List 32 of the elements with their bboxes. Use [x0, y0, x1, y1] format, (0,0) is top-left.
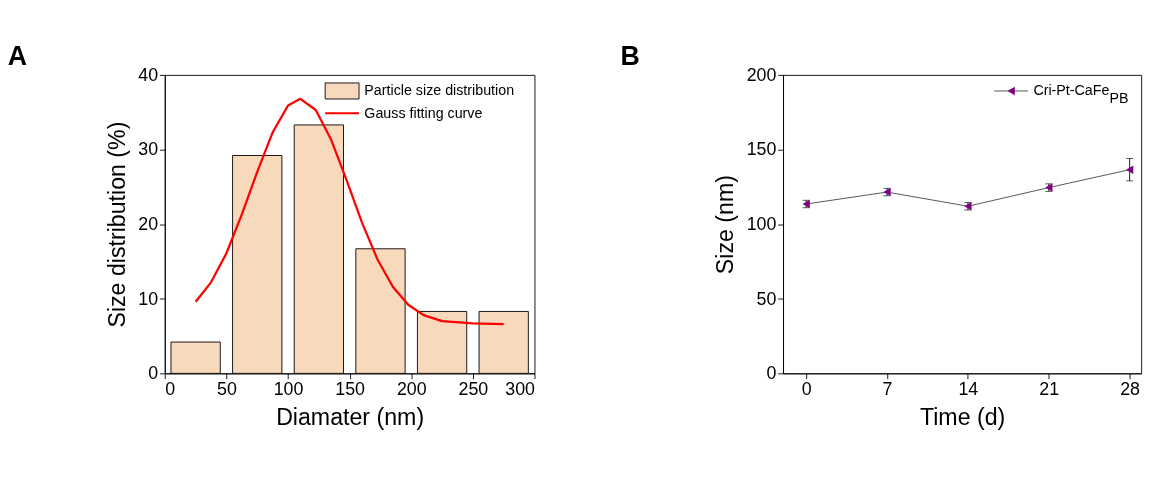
x-tick-label: 0: [165, 379, 176, 400]
legend-label: Gauss fitting curve: [364, 104, 483, 121]
x-tick-label: 28: [1120, 379, 1141, 400]
y-tick-label: 0: [766, 363, 777, 384]
x-tick-label: 250: [458, 379, 489, 400]
y-tick-label: 100: [746, 213, 777, 234]
y-axis-title: Size distribution (%): [103, 121, 130, 328]
x-tick-label: 21: [1039, 379, 1060, 400]
y-tick-label: 150: [746, 139, 777, 160]
y-tick-label: 30: [138, 139, 159, 160]
y-tick-label: 0: [148, 363, 159, 384]
line-series: [194, 97, 505, 326]
x-axis-title: Diamater (nm): [276, 403, 425, 430]
x-tick-label: 0: [801, 379, 812, 400]
x-tick-label: 50: [216, 379, 237, 400]
point: [1125, 165, 1134, 174]
chart-title: B: [620, 41, 640, 72]
legend-label: Particle size distribution: [364, 82, 515, 99]
x-tick-label: 200: [396, 379, 427, 400]
y-axis-title: Size (nm): [712, 175, 739, 275]
x-tick-label: 14: [958, 379, 979, 400]
y-tick-label: 20: [138, 213, 159, 234]
y-tick-label: 10: [138, 288, 159, 309]
chart-title: A: [7, 41, 28, 72]
x-tick-label: 7: [882, 379, 893, 400]
x-axis-title: Time (d): [919, 403, 1006, 430]
y-tick-label: 40: [138, 64, 159, 85]
x-tick-label: 150: [335, 379, 366, 400]
x-tick-label: 100: [273, 379, 304, 400]
x-tick-label: 300: [505, 379, 536, 400]
y-tick-label: 50: [756, 288, 777, 309]
y-tick-label: 200: [746, 64, 777, 85]
